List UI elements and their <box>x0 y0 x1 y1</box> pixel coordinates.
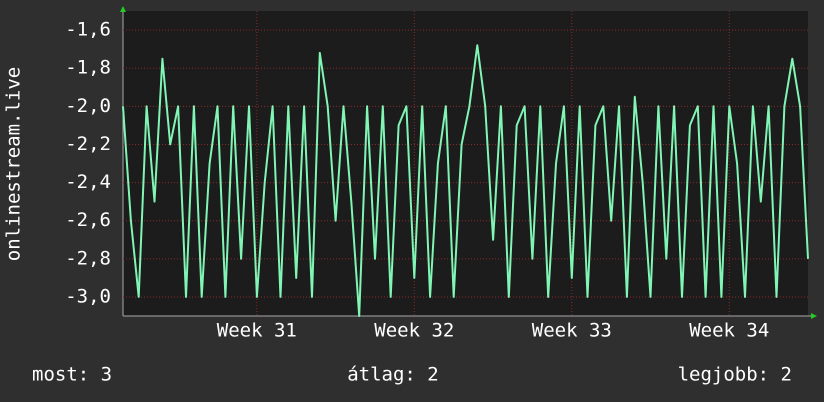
y-tick-label: -2,8 <box>65 247 111 269</box>
y-tick-label: -2,4 <box>65 171 111 193</box>
y-tick-label: -2,2 <box>65 133 111 155</box>
x-tick-label: Week 32 <box>374 320 454 342</box>
x-tick-label: Week 33 <box>532 320 612 342</box>
axes <box>122 8 812 317</box>
y-tick-label: -1,8 <box>65 57 111 79</box>
y-tick-label: -2,6 <box>65 209 111 231</box>
y-tick-label: -1,6 <box>65 19 111 41</box>
y-tick-label: -3,0 <box>65 285 111 307</box>
stat-average: átlag: 2 <box>347 364 439 386</box>
data-line <box>122 44 809 317</box>
stat-current: most: 3 <box>32 364 112 386</box>
y-tick-label: -2,0 <box>65 95 111 117</box>
plot-area <box>123 11 808 316</box>
y-axis-label: onlinestream.live <box>3 67 25 261</box>
stat-best: legjobb: 2 <box>678 364 792 386</box>
x-tick-label: Week 31 <box>217 320 297 342</box>
x-tick-label: Week 34 <box>689 320 769 342</box>
